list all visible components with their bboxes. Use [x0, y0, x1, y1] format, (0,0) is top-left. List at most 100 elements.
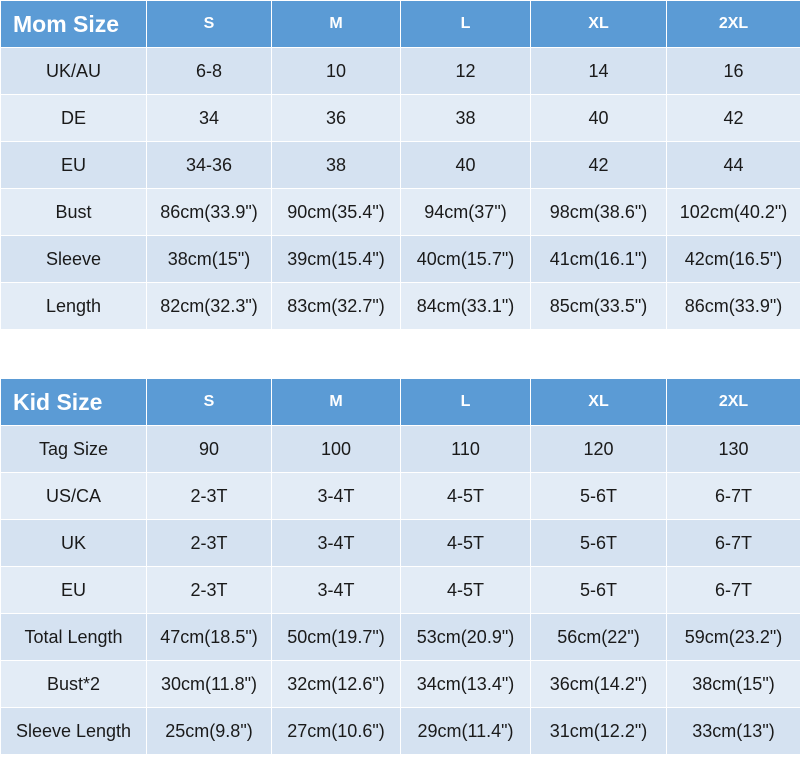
cell: 5-6T	[530, 519, 667, 567]
cell: 3-4T	[271, 519, 401, 567]
data-row: EU 34-36 38 40 42 44	[0, 141, 800, 189]
cell: 47cm(18.5")	[146, 613, 272, 661]
cell: 27cm(10.6")	[271, 707, 401, 755]
data-row: US/CA 2-3T 3-4T 4-5T 5-6T 6-7T	[0, 472, 800, 520]
cell: 39cm(15.4")	[271, 235, 401, 283]
row-label: Tag Size	[0, 425, 147, 473]
cell: 30cm(11.8")	[146, 660, 272, 708]
size-table: Kid Size S M L XL 2XL Tag Size 90 100 110 120 130 US…	[0, 378, 800, 755]
cell: 42	[666, 94, 800, 142]
row-label: Sleeve	[0, 235, 147, 283]
data-row: Total Length 47cm(18.5") 50cm(19.7") 53cm(2…	[0, 613, 800, 661]
table-title: Kid Size	[0, 378, 147, 426]
cell: 34	[146, 94, 272, 142]
cell: 110	[400, 425, 531, 473]
cell: 86cm(33.9")	[666, 282, 800, 330]
cell: 40	[530, 94, 667, 142]
cell: 40cm(15.7")	[400, 235, 531, 283]
cell: 59cm(23.2")	[666, 613, 800, 661]
cell: 44	[666, 141, 800, 189]
cell: 90	[146, 425, 272, 473]
cell: 31cm(12.2")	[530, 707, 667, 755]
header-row: Kid Size S M L XL 2XL	[0, 378, 800, 426]
cell: 82cm(32.3")	[146, 282, 272, 330]
row-label: UK/AU	[0, 47, 147, 95]
row-label: EU	[0, 141, 147, 189]
size-header: XL	[530, 378, 667, 426]
size-header: XL	[530, 0, 667, 48]
cell: 85cm(33.5")	[530, 282, 667, 330]
cell: 56cm(22")	[530, 613, 667, 661]
cell: 6-7T	[666, 519, 800, 567]
data-row: Length 82cm(32.3") 83cm(32.7") 84cm(33.1") 8…	[0, 282, 800, 330]
header-row: Mom Size S M L XL 2XL	[0, 0, 800, 48]
cell: 4-5T	[400, 566, 531, 614]
cell: 4-5T	[400, 472, 531, 520]
cell: 3-4T	[271, 566, 401, 614]
cell: 6-8	[146, 47, 272, 95]
cell: 34cm(13.4")	[400, 660, 531, 708]
cell: 41cm(16.1")	[530, 235, 667, 283]
cell: 120	[530, 425, 667, 473]
cell: 16	[666, 47, 800, 95]
size-header: S	[146, 378, 272, 426]
cell: 2-3T	[146, 566, 272, 614]
cell: 42cm(16.5")	[666, 235, 800, 283]
cell: 2-3T	[146, 519, 272, 567]
cell: 86cm(33.9")	[146, 188, 272, 236]
row-label: Sleeve Length	[0, 707, 147, 755]
row-label: Bust*2	[0, 660, 147, 708]
size-header: M	[271, 0, 401, 48]
cell: 38	[400, 94, 531, 142]
size-header: 2XL	[666, 378, 800, 426]
data-row: Sleeve 38cm(15") 39cm(15.4") 40cm(15.7") 41c…	[0, 235, 800, 283]
cell: 5-6T	[530, 472, 667, 520]
cell: 36cm(14.2")	[530, 660, 667, 708]
cell: 34-36	[146, 141, 272, 189]
row-label: EU	[0, 566, 147, 614]
data-row: Tag Size 90 100 110 120 130	[0, 425, 800, 473]
cell: 38cm(15")	[666, 660, 800, 708]
cell: 84cm(33.1")	[400, 282, 531, 330]
cell: 6-7T	[666, 566, 800, 614]
cell: 38cm(15")	[146, 235, 272, 283]
table-title: Mom Size	[0, 0, 147, 48]
cell: 4-5T	[400, 519, 531, 567]
cell: 40	[400, 141, 531, 189]
row-label: UK	[0, 519, 147, 567]
cell: 12	[400, 47, 531, 95]
data-row: Bust*2 30cm(11.8") 32cm(12.6") 34cm(13.4") 3…	[0, 660, 800, 708]
row-label: US/CA	[0, 472, 147, 520]
data-row: DE 34 36 38 40 42	[0, 94, 800, 142]
row-label: Length	[0, 282, 147, 330]
cell: 3-4T	[271, 472, 401, 520]
cell: 25cm(9.8")	[146, 707, 272, 755]
cell: 83cm(32.7")	[271, 282, 401, 330]
cell: 100	[271, 425, 401, 473]
cell: 42	[530, 141, 667, 189]
cell: 33cm(13")	[666, 707, 800, 755]
data-row: UK/AU 6-8 10 12 14 16	[0, 47, 800, 95]
cell: 90cm(35.4")	[271, 188, 401, 236]
row-label: Total Length	[0, 613, 147, 661]
row-label: DE	[0, 94, 147, 142]
row-label: Bust	[0, 188, 147, 236]
cell: 2-3T	[146, 472, 272, 520]
data-row: EU 2-3T 3-4T 4-5T 5-6T 6-7T	[0, 566, 800, 614]
size-header: S	[146, 0, 272, 48]
cell: 10	[271, 47, 401, 95]
cell: 102cm(40.2")	[666, 188, 800, 236]
cell: 53cm(20.9")	[400, 613, 531, 661]
cell: 130	[666, 425, 800, 473]
data-row: Sleeve Length 25cm(9.8") 27cm(10.6") 29cm(1…	[0, 707, 800, 755]
cell: 6-7T	[666, 472, 800, 520]
cell: 5-6T	[530, 566, 667, 614]
size-header: M	[271, 378, 401, 426]
data-row: Bust 86cm(33.9") 90cm(35.4") 94cm(37") 98cm(…	[0, 188, 800, 236]
cell: 50cm(19.7")	[271, 613, 401, 661]
size-header: L	[400, 378, 531, 426]
size-header: 2XL	[666, 0, 800, 48]
cell: 94cm(37")	[400, 188, 531, 236]
size-table: Mom Size S M L XL 2XL UK/AU 6-8 10 12 14 16 DE 34 36 38…	[0, 0, 800, 330]
